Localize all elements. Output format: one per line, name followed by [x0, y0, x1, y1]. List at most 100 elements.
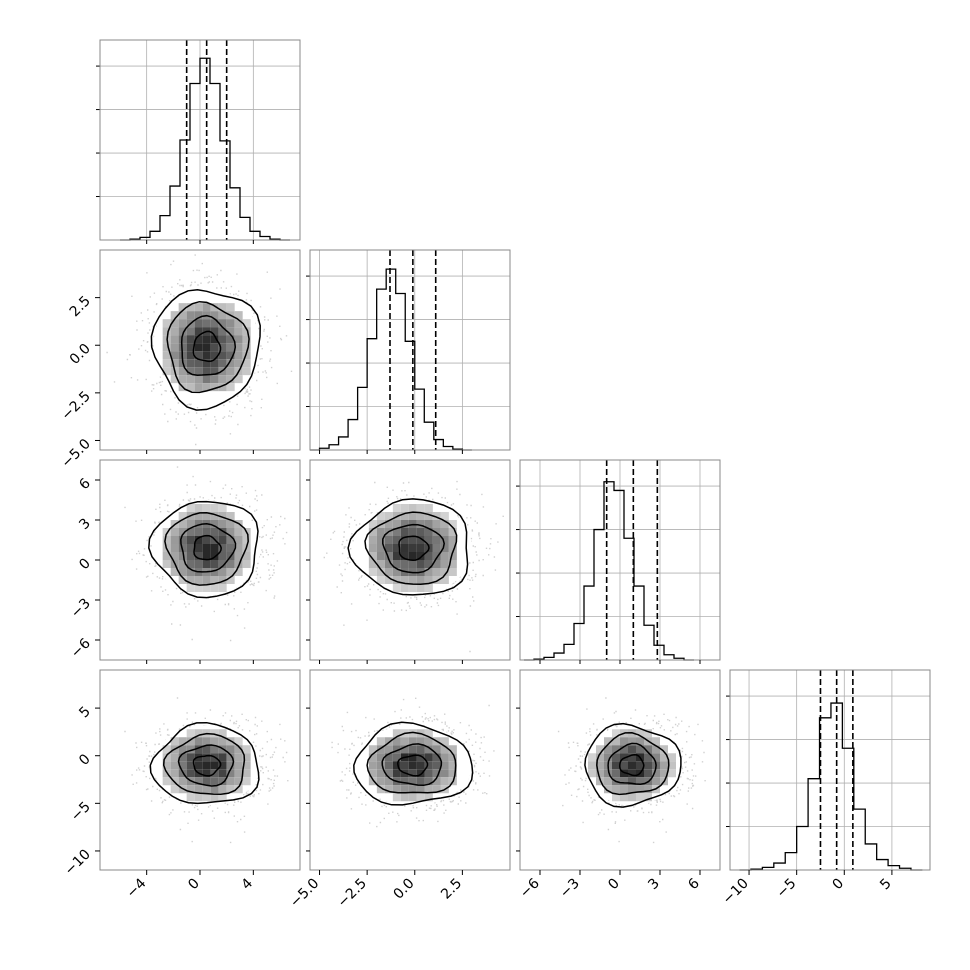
panel-content	[124, 697, 289, 844]
scatter-panel-1-3	[309, 669, 511, 871]
density-cell	[628, 785, 636, 794]
histogram-step	[739, 702, 923, 871]
y-tick-label: 3	[76, 516, 94, 534]
density-cell	[376, 745, 385, 754]
density-cell	[202, 375, 211, 384]
density-cell	[178, 777, 187, 786]
density-cell	[210, 311, 219, 320]
density-cell	[384, 576, 393, 584]
contour-line	[192, 330, 222, 363]
density-cell	[178, 753, 187, 762]
y-axis-1: −5.0 −2.5 0.0 2.5	[58, 293, 100, 471]
contour-line	[180, 314, 237, 376]
density-cell	[660, 753, 668, 762]
density-cell	[210, 745, 219, 754]
density-cell	[194, 777, 203, 786]
contour-line	[150, 289, 261, 411]
x-tick-label: 2.5	[438, 876, 465, 903]
density-cell	[644, 769, 652, 778]
contour-line	[619, 753, 645, 777]
density-cell	[218, 769, 227, 778]
density-cell	[162, 343, 171, 352]
density-cell	[416, 520, 425, 528]
density-cell	[400, 584, 409, 592]
density-cell	[234, 769, 243, 778]
density-cell	[644, 793, 652, 802]
density-cell	[218, 303, 227, 312]
density-cell	[202, 576, 211, 584]
density-cell	[178, 303, 187, 312]
density-cell	[218, 520, 227, 528]
density-cell	[604, 785, 612, 794]
density-cell	[210, 343, 219, 352]
density-cell	[202, 761, 211, 770]
density-cell	[242, 753, 251, 762]
density-cell	[210, 367, 219, 376]
density-cell	[636, 737, 644, 746]
density-cell	[226, 568, 235, 576]
density-cell	[660, 769, 668, 778]
density-cell	[218, 504, 227, 512]
density-cell	[170, 568, 179, 576]
density-cell	[178, 761, 187, 770]
density-cell	[392, 753, 401, 762]
histogram-panel-3	[726, 669, 931, 871]
density-cell	[210, 327, 219, 336]
density-cell	[234, 343, 243, 352]
density-cell	[242, 745, 251, 754]
density-cell	[170, 761, 179, 770]
density-cell	[218, 536, 227, 544]
density-cell	[178, 552, 187, 560]
density-cell	[194, 375, 203, 384]
contour-line	[192, 754, 222, 777]
histogram-panel-2	[516, 459, 721, 661]
scatter-panel-1-2	[309, 459, 511, 661]
density-cell	[242, 319, 251, 328]
density-cell	[432, 528, 441, 536]
x-tick-label: −4	[124, 875, 150, 901]
density-cell	[194, 745, 203, 754]
density-cell	[186, 504, 195, 512]
density-cell	[186, 729, 195, 738]
density-cell	[194, 552, 203, 560]
density-cell	[400, 745, 409, 754]
density-cell	[384, 761, 393, 770]
density-cell	[620, 753, 628, 762]
density-cell	[408, 785, 417, 794]
density-cell	[210, 729, 219, 738]
density-cell	[170, 785, 179, 794]
density-cell	[218, 761, 227, 770]
density-cell	[242, 761, 251, 770]
density-cell	[210, 576, 219, 584]
density-cell	[202, 552, 211, 560]
density-cell	[644, 745, 652, 754]
density-cell	[226, 745, 235, 754]
density-cell	[242, 769, 251, 778]
density-cell	[186, 769, 195, 778]
density-cell	[202, 528, 211, 536]
density-cell	[218, 383, 227, 392]
density-cell	[242, 343, 251, 352]
density-cell	[170, 311, 179, 320]
density-cell	[234, 737, 243, 746]
contour-line	[398, 535, 430, 562]
density-cell	[162, 552, 171, 560]
density-cell	[448, 753, 457, 762]
y-tick-label: 6	[76, 475, 94, 493]
density-cell	[636, 785, 644, 794]
density-cell	[384, 745, 393, 754]
panel-content	[331, 697, 495, 828]
density-cell	[234, 785, 243, 794]
density-cell	[226, 335, 235, 344]
density-cell	[226, 761, 235, 770]
density-cell	[368, 777, 377, 786]
density-cell	[384, 536, 393, 544]
density-cell	[368, 568, 377, 576]
density-cell	[620, 737, 628, 746]
density-cell	[194, 560, 203, 568]
density-cell	[620, 793, 628, 802]
density-cell	[416, 584, 425, 592]
density-cell	[596, 769, 604, 778]
density-cell	[186, 737, 195, 746]
